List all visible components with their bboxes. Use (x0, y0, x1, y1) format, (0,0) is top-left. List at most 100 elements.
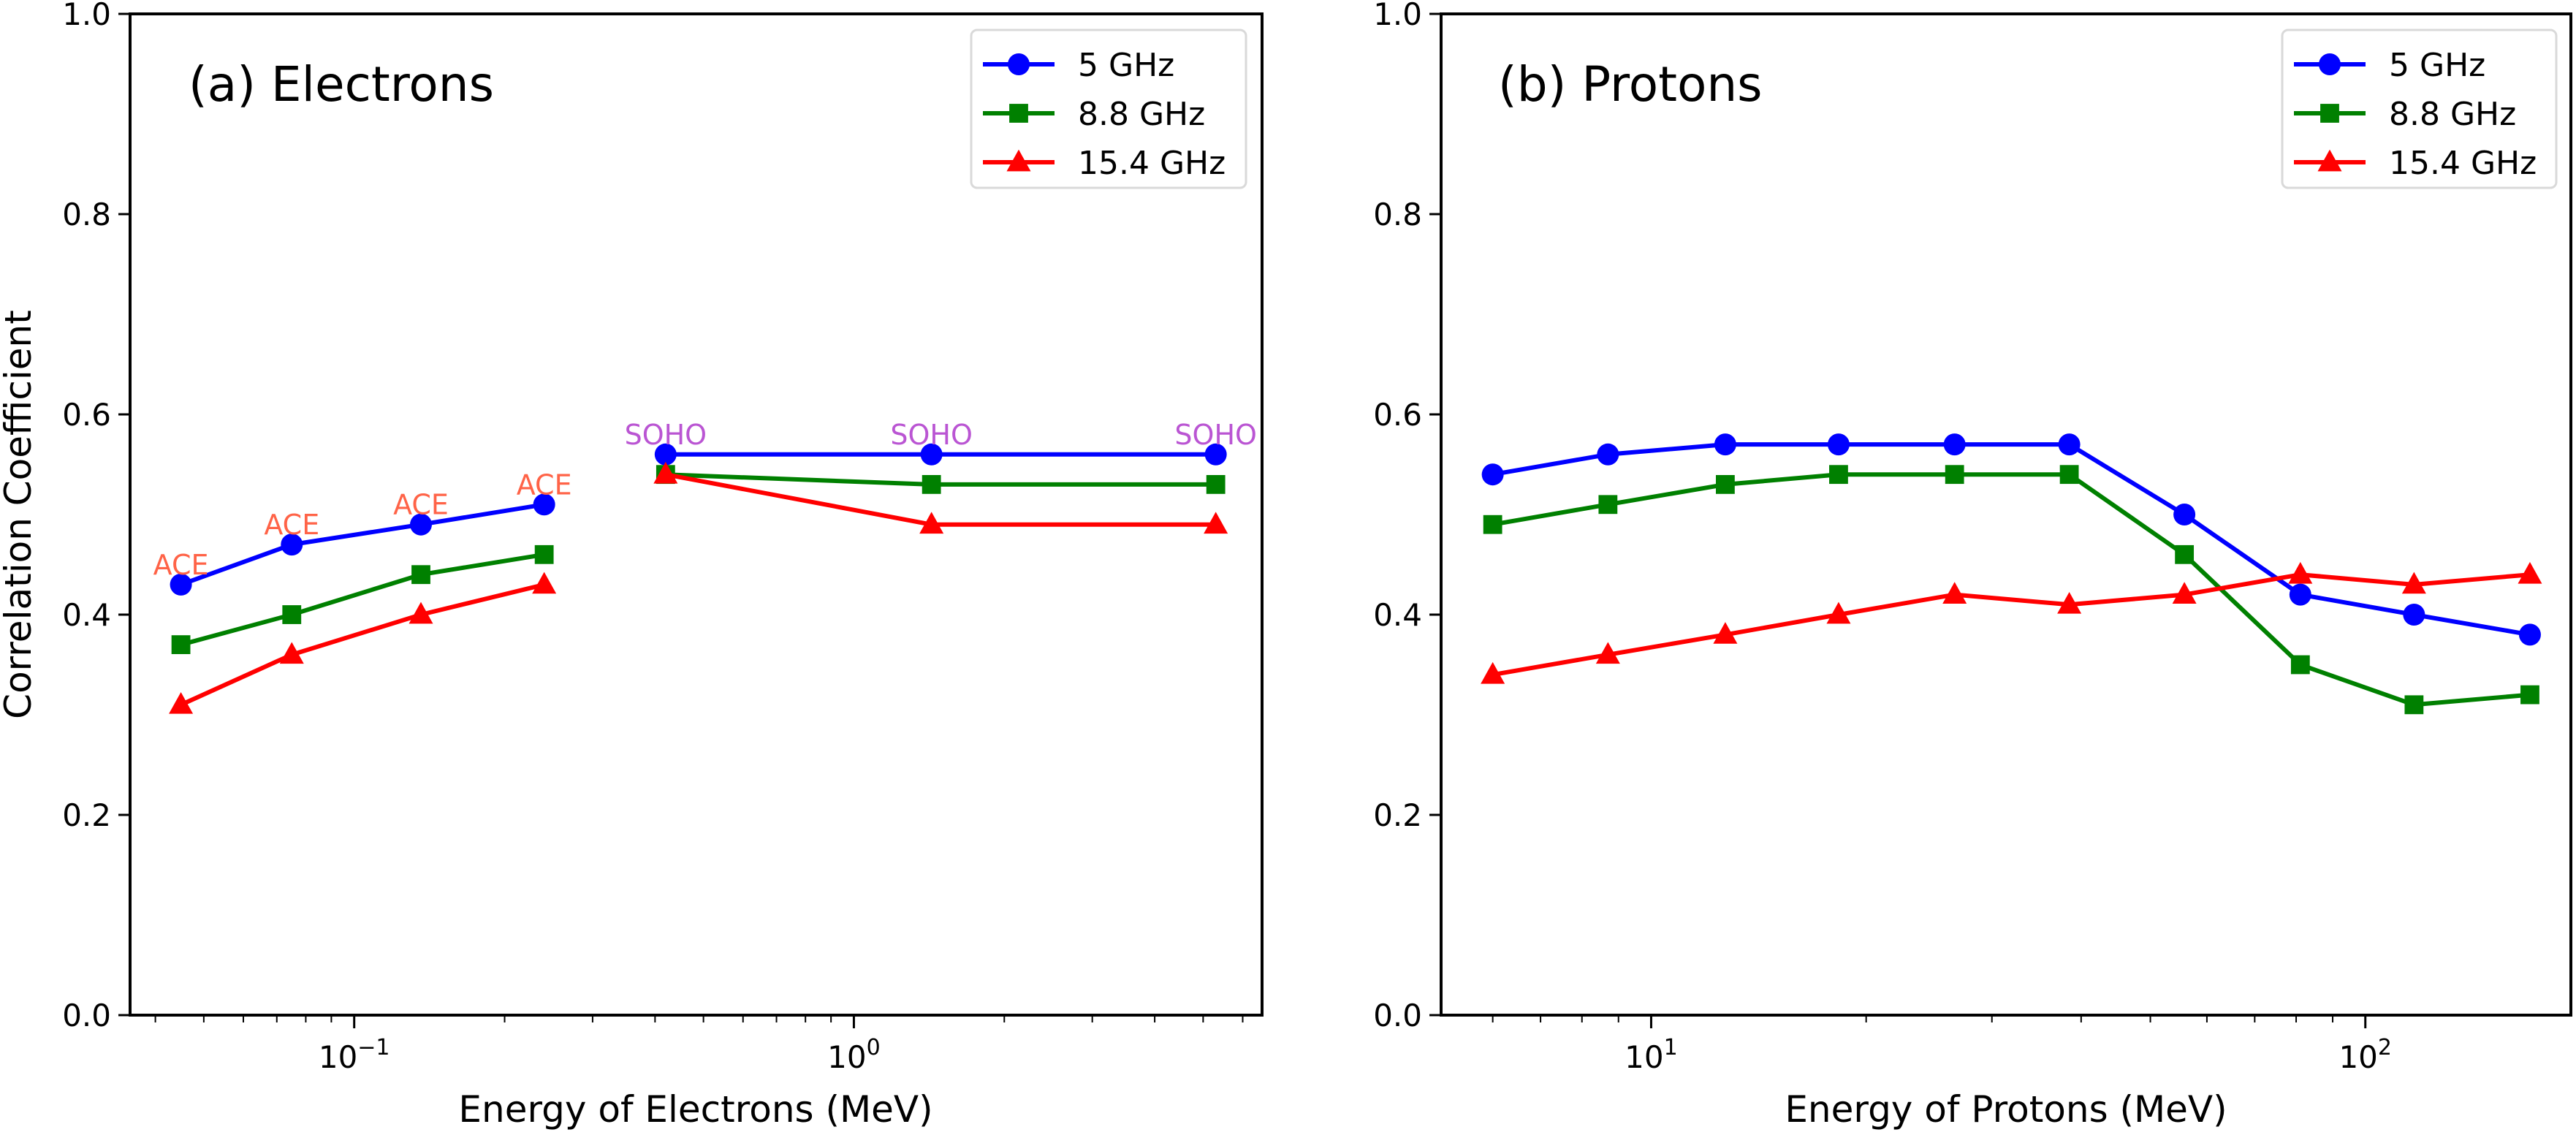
protons-data-point (2059, 465, 2079, 485)
protons-legend-marker-triangle-icon (2317, 149, 2342, 172)
protons-data-point (2288, 561, 2313, 584)
electrons-data-point (920, 443, 943, 466)
electrons-y-tick-label: 0.4 (62, 597, 111, 633)
protons-legend-label: 8.8 GHz (2389, 96, 2516, 133)
electrons-y-tick-label: 0.8 (62, 197, 111, 232)
electrons-data-point (1206, 475, 1226, 494)
electrons-data-point (533, 493, 555, 516)
electrons-data-point (281, 534, 303, 556)
panel-electrons: 0.0 0.2 0.4 0.6 0.8 1.0 10−1 100 ACE ACE ACE ACE SOH… (62, 0, 1264, 1131)
protons-data-point (1483, 515, 1502, 534)
protons-data-point (1945, 465, 1964, 485)
protons-axes-frame (1440, 12, 2572, 1017)
electrons-legend-marker-triangle-icon (1006, 149, 1031, 172)
protons-y-tick-label: 0.6 (1373, 397, 1422, 433)
electrons-legend-frame (970, 29, 1247, 189)
protons-data-point (1942, 582, 1967, 604)
protons-legend-frame (2281, 29, 2558, 189)
panel-protons: 0.0 0.2 0.4 0.6 0.8 1.0 101 102 (b) Protons Ene… (1373, 0, 2572, 1131)
protons-series-154GHz (1481, 561, 2542, 684)
electrons-data-point (654, 443, 677, 466)
electrons-x-tick-label: 10−1 (319, 1035, 390, 1075)
electrons-panel-title: (a) Electrons (189, 56, 494, 113)
electrons-data-point (1204, 512, 1228, 534)
electrons-legend-label: 8.8 GHz (1078, 96, 1205, 133)
protons-plot-area: 0.0 0.2 0.4 0.6 0.8 1.0 101 102 (1373, 0, 2572, 1075)
protons-data-point (1715, 475, 1735, 494)
electrons-annotation-ace: ACE (153, 549, 209, 581)
protons-data-point (1595, 642, 1620, 664)
electrons-legend-label: 5 GHz (1078, 47, 1174, 84)
protons-data-point (2057, 591, 2082, 614)
protons-data-point (2520, 685, 2539, 705)
electrons-data-point (534, 544, 554, 564)
protons-data-point (2289, 583, 2311, 606)
protons-legend-entry: 15.4 GHz (2294, 145, 2537, 182)
protons-data-point (1827, 433, 1850, 456)
protons-data-point (1714, 433, 1736, 456)
electrons-legend-entry: 5 GHz (983, 47, 1174, 84)
electrons-data-point (653, 461, 678, 484)
protons-y-tick-label: 0.0 (1373, 998, 1422, 1033)
protons-data-point (2290, 655, 2310, 675)
electrons-data-point (409, 601, 433, 624)
electrons-y-tick-label: 0.0 (62, 998, 111, 1033)
protons-x-tick-label: 102 (2338, 1035, 2392, 1075)
protons-data-point (2403, 604, 2425, 626)
protons-panel-title: (b) Protons (1498, 56, 1763, 113)
protons-legend-marker-circle-icon (2319, 53, 2341, 75)
electrons-legend-label: 15.4 GHz (1078, 145, 1226, 182)
electrons-legend: 5 GHz 8.8 GHz 15.4 GHz (970, 29, 1247, 189)
protons-series-line (1492, 442, 2531, 637)
electrons-data-point (171, 635, 191, 654)
electrons-data-point (279, 642, 304, 664)
protons-series-5GHz (1481, 433, 2541, 646)
electrons-data-point (170, 573, 192, 596)
protons-x-tick-label: 101 (1625, 1035, 1678, 1075)
electrons-annotation-ace: ACE (517, 468, 572, 501)
protons-data-point (1829, 465, 1848, 485)
electrons-series-line (180, 582, 545, 707)
protons-y-tick-label: 1.0 (1373, 0, 1422, 32)
electrons-data-point (532, 572, 557, 594)
protons-data-point (1826, 601, 1851, 624)
electrons-y-tick-label: 0.2 (62, 797, 111, 833)
protons-legend-label: 15.4 GHz (2389, 145, 2537, 182)
protons-data-point (1481, 463, 1504, 486)
protons-data-point (1481, 661, 1505, 684)
protons-data-point (1943, 433, 1966, 456)
electrons-annotation-soho: SOHO (1174, 419, 1257, 451)
protons-data-point (2518, 623, 2541, 646)
electrons-legend-marker-circle-icon (1008, 53, 1030, 75)
protons-legend-entry: 5 GHz (2294, 47, 2485, 84)
electrons-plot-area: 0.0 0.2 0.4 0.6 0.8 1.0 10−1 100 ACE ACE ACE ACE SOH… (62, 0, 1264, 1075)
electrons-data-point (919, 512, 944, 534)
electrons-axes-frame (129, 12, 1264, 1017)
electrons-series-5GHz (170, 443, 1227, 596)
protons-data-point (2404, 695, 2424, 715)
protons-data-point (2518, 561, 2542, 584)
electrons-x-axis-label: Energy of Electrons (MeV) (458, 1088, 932, 1131)
electrons-data-point (169, 691, 194, 714)
electrons-y-tick-label: 0.6 (62, 397, 111, 433)
electrons-annotation-ace: ACE (264, 509, 319, 541)
protons-data-point (2173, 504, 2196, 525)
protons-y-tick-label: 0.2 (1373, 797, 1422, 833)
y-axis-label: Correlation Coefficient (0, 310, 39, 719)
protons-y-tick-label: 0.4 (1373, 597, 1422, 633)
protons-data-point (1597, 443, 1619, 466)
electrons-legend-entry: 8.8 GHz (983, 96, 1205, 133)
electrons-series-154GHz (169, 461, 1228, 714)
protons-data-point (2172, 582, 2197, 604)
protons-series-line (1492, 572, 2531, 677)
electrons-annotation-ace: ACE (393, 489, 449, 521)
protons-legend-marker-square-icon (2320, 104, 2339, 123)
protons-y-tick-label: 0.8 (1373, 197, 1422, 232)
protons-legend-label: 5 GHz (2389, 47, 2485, 84)
electrons-data-point (922, 475, 941, 494)
protons-legend: 5 GHz 8.8 GHz 15.4 GHz (2281, 29, 2558, 189)
electrons-annotation-soho: SOHO (625, 419, 707, 451)
electrons-y-tick-label: 1.0 (62, 0, 111, 32)
